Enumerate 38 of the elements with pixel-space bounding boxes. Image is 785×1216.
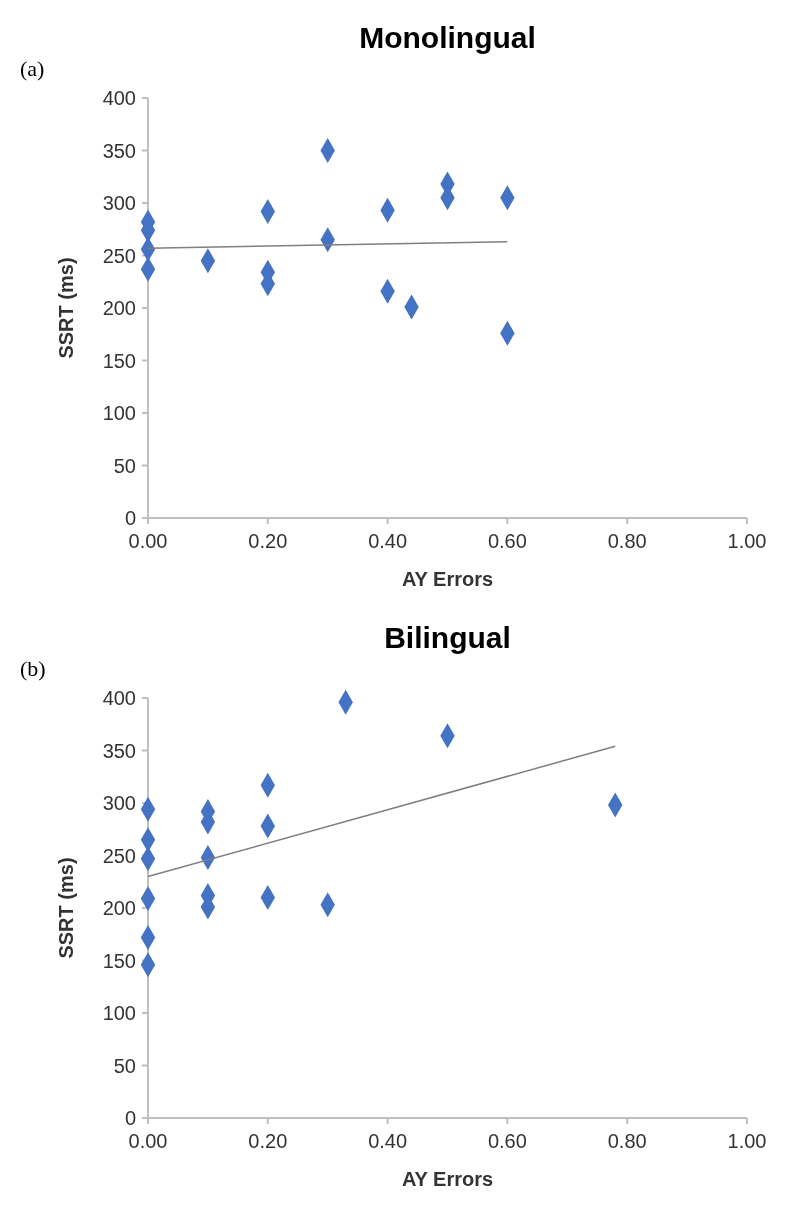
x-tick-label: 1.00 xyxy=(727,530,767,552)
y-tick-label: 50 xyxy=(113,454,136,477)
text: (b) xyxy=(20,656,46,681)
y-tick-label: 150 xyxy=(102,349,136,372)
x-tick-label: 0.20 xyxy=(248,530,288,552)
x-tick-label: 1.00 xyxy=(727,1130,767,1152)
text: (a) xyxy=(20,56,45,81)
y-tick-label: 300 xyxy=(102,792,136,814)
x-tick-label: 0.00 xyxy=(128,530,168,552)
y-tick-label: 150 xyxy=(102,949,136,972)
x-tick-label: 0.20 xyxy=(248,1130,288,1152)
x-axis-title: AY Errors xyxy=(401,568,494,590)
y-tick-label: 100 xyxy=(102,1002,136,1024)
x-tick-label: 0.80 xyxy=(607,530,647,552)
x-tick-label: 0.60 xyxy=(487,1130,527,1152)
y-tick-label: 0 xyxy=(124,1107,136,1129)
y-tick-label: 250 xyxy=(102,844,136,867)
y-tick-label: 200 xyxy=(102,897,136,919)
y-tick-label: 400 xyxy=(102,87,136,109)
y-tick-label: 0 xyxy=(124,507,136,529)
y-axis-title: SSRT (ms) xyxy=(55,857,77,959)
x-tick-label: 0.00 xyxy=(128,1130,168,1152)
y-tick-label: 200 xyxy=(102,297,136,319)
y-tick-label: 100 xyxy=(102,402,136,424)
y-tick-label: 50 xyxy=(113,1054,136,1077)
x-tick-label: 0.60 xyxy=(487,530,527,552)
y-axis-title: SSRT (ms) xyxy=(55,257,77,359)
chart-title: Monolingual xyxy=(359,21,536,54)
y-tick-label: 400 xyxy=(102,687,136,709)
x-tick-label: 0.40 xyxy=(368,530,408,552)
x-tick-label: 0.80 xyxy=(607,1130,647,1152)
y-tick-label: 350 xyxy=(102,739,136,762)
x-tick-label: 0.40 xyxy=(368,1130,408,1152)
chart-title: Bilingual xyxy=(384,621,511,654)
y-tick-label: 300 xyxy=(102,192,136,214)
y-tick-label: 350 xyxy=(102,139,136,162)
x-axis-title: AY Errors xyxy=(401,1168,494,1190)
y-tick-label: 250 xyxy=(102,244,136,267)
